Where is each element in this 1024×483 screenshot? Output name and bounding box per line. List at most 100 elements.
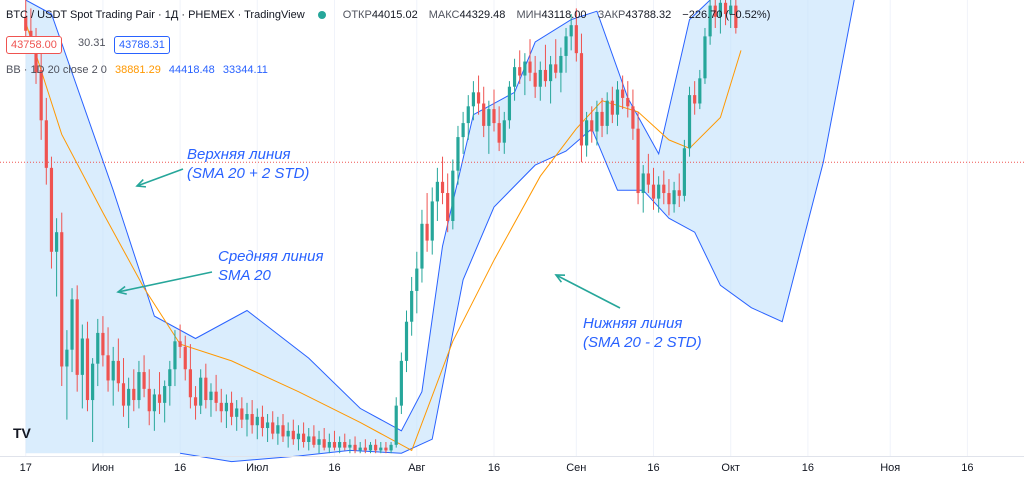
candle[interactable] [518,50,522,84]
candle[interactable] [641,165,645,213]
candle[interactable] [127,377,131,429]
candle[interactable] [111,346,115,406]
candle[interactable] [394,397,398,448]
candle[interactable] [44,97,48,185]
candle[interactable] [456,125,460,185]
candle[interactable] [265,414,270,443]
candle[interactable] [554,39,558,79]
candle[interactable] [693,81,697,115]
candle[interactable] [302,422,306,448]
candle[interactable] [677,173,681,208]
symbol-title[interactable]: BTC / USDT Spot Trading Pair · 1Д · PHEM… [6,9,305,21]
candle[interactable] [420,209,424,283]
candle[interactable] [358,442,362,454]
candle[interactable] [523,53,527,96]
candle[interactable] [734,0,738,34]
candle[interactable] [193,386,198,420]
candle[interactable] [404,310,409,373]
candle[interactable] [163,380,167,423]
candle[interactable] [80,324,84,409]
candle[interactable] [528,39,532,82]
candle[interactable] [646,153,650,194]
candle[interactable] [543,44,548,87]
candle[interactable] [502,111,506,154]
candle[interactable] [255,408,259,440]
candle[interactable] [687,86,692,157]
candle[interactable] [631,89,635,140]
candle[interactable] [610,86,614,124]
candle[interactable] [471,81,476,121]
tradingview-logo[interactable]: TV [13,425,31,441]
candle[interactable] [276,416,280,445]
candle[interactable] [482,86,486,138]
candle[interactable] [183,335,187,381]
candle[interactable] [718,0,722,34]
candle[interactable] [312,425,316,448]
candle[interactable] [250,400,254,434]
candle[interactable] [651,167,656,210]
candle[interactable] [723,0,728,26]
candles-layer[interactable] [24,0,738,454]
candle[interactable] [595,100,599,146]
candle[interactable] [235,400,239,431]
candle[interactable] [147,369,151,426]
candle[interactable] [497,106,501,152]
candle[interactable] [219,388,223,423]
candle[interactable] [291,419,295,445]
candle[interactable] [657,176,661,213]
candle[interactable] [271,411,275,440]
candle[interactable] [142,355,146,398]
candle[interactable] [729,0,733,28]
candle[interactable] [338,436,342,454]
candle[interactable] [204,363,208,409]
candle[interactable] [425,193,429,252]
candle[interactable] [487,100,491,154]
candle[interactable] [379,442,383,454]
candle[interactable] [559,47,563,93]
candle[interactable] [75,285,79,392]
candle[interactable] [410,276,414,336]
candle[interactable] [224,394,229,429]
candle[interactable] [564,27,568,73]
candle[interactable] [286,422,290,448]
sell-price-button[interactable]: 43758.00 [6,36,62,54]
candle[interactable] [91,358,95,443]
candle[interactable] [281,414,285,443]
candle[interactable] [106,327,110,392]
candle[interactable] [96,318,100,387]
candle[interactable] [446,173,450,233]
candle[interactable] [121,358,126,417]
candle[interactable] [440,156,445,205]
candle[interactable] [260,405,265,437]
candle[interactable] [466,95,470,140]
candle[interactable] [363,439,367,454]
candle[interactable] [168,360,172,406]
candle[interactable] [590,106,594,143]
candle[interactable] [698,69,702,110]
candle[interactable] [85,321,90,412]
candle[interactable] [39,44,43,140]
candle[interactable] [662,170,666,205]
candle[interactable] [296,425,301,451]
candle[interactable] [368,442,373,454]
candle[interactable] [476,75,481,115]
candle[interactable] [65,330,69,420]
candle[interactable] [137,360,141,409]
candle[interactable] [605,92,609,135]
candle[interactable] [101,316,105,367]
candle[interactable] [317,430,321,454]
candle[interactable] [157,372,162,415]
candle[interactable] [209,383,213,417]
candle[interactable] [574,8,578,62]
candle[interactable] [229,391,234,426]
candle[interactable] [672,181,676,213]
candle[interactable] [188,344,192,409]
candle[interactable] [384,442,388,454]
candle[interactable] [245,402,249,437]
candle[interactable] [348,439,352,454]
candle[interactable] [322,428,326,451]
candle[interactable] [70,288,74,373]
candle[interactable] [548,55,553,104]
